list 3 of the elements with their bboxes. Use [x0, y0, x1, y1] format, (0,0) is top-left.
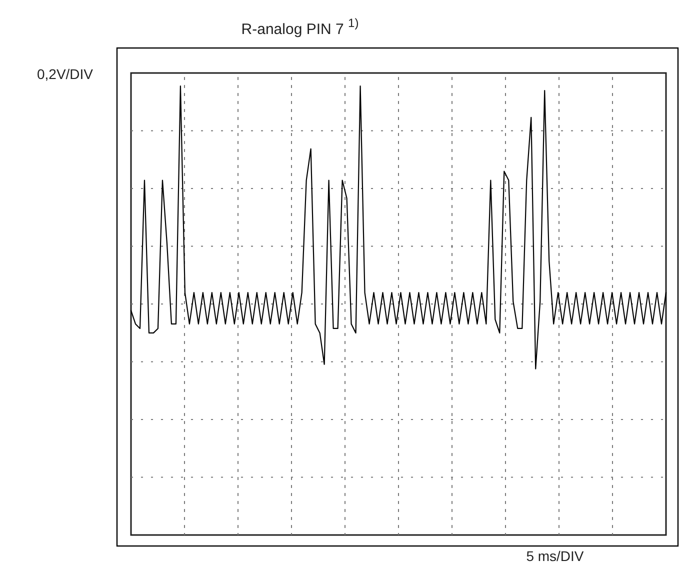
- chart-title: R-analog PIN 7 $^{1)}$: [241, 16, 359, 38]
- y-axis-title: 0,2V/DIV: [36, 66, 94, 82]
- x-axis-title: 5 ms/DIV: [526, 548, 584, 564]
